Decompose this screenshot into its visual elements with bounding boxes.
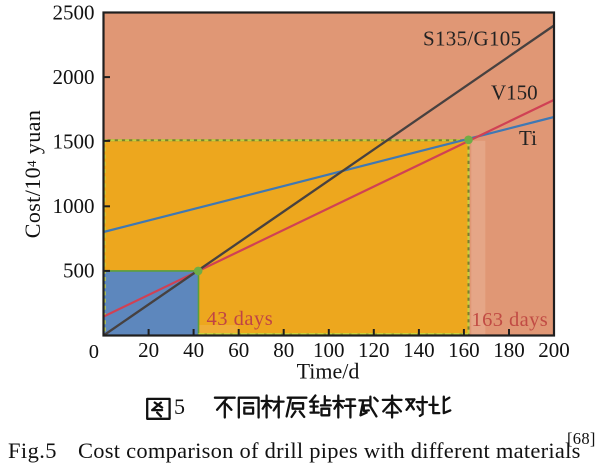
svg-text:60: 60 xyxy=(228,338,249,362)
svg-text:V150: V150 xyxy=(491,81,538,105)
svg-text:Cost/104 yuan: Cost/104 yuan xyxy=(20,110,45,238)
svg-text:43 days: 43 days xyxy=(207,308,274,330)
svg-text:0: 0 xyxy=(89,341,99,363)
svg-text:2500: 2500 xyxy=(53,1,95,25)
svg-text:500: 500 xyxy=(63,259,95,283)
svg-text:Fig.5: Fig.5 xyxy=(8,438,57,463)
svg-text:40: 40 xyxy=(183,338,204,362)
svg-text:1000: 1000 xyxy=(53,194,95,218)
svg-text:Time/d: Time/d xyxy=(297,359,360,384)
svg-text:163 days: 163 days xyxy=(472,309,549,331)
svg-text:5: 5 xyxy=(174,394,185,419)
svg-text:2000: 2000 xyxy=(53,65,95,89)
svg-text:S135/G105: S135/G105 xyxy=(423,27,521,51)
svg-text:Ti: Ti xyxy=(519,126,537,150)
svg-text:200: 200 xyxy=(538,338,570,362)
svg-text:20: 20 xyxy=(138,338,159,362)
svg-text:[68]: [68] xyxy=(567,429,596,448)
svg-text:120: 120 xyxy=(358,338,390,362)
svg-text:160: 160 xyxy=(448,338,480,362)
svg-text:80: 80 xyxy=(273,338,294,362)
svg-text:180: 180 xyxy=(493,338,525,362)
svg-text:100: 100 xyxy=(313,338,345,362)
svg-text:1500: 1500 xyxy=(53,130,95,154)
svg-text:140: 140 xyxy=(403,338,435,362)
svg-text:Cost comparison of drill pipes: Cost comparison of drill pipes with diff… xyxy=(78,438,581,463)
